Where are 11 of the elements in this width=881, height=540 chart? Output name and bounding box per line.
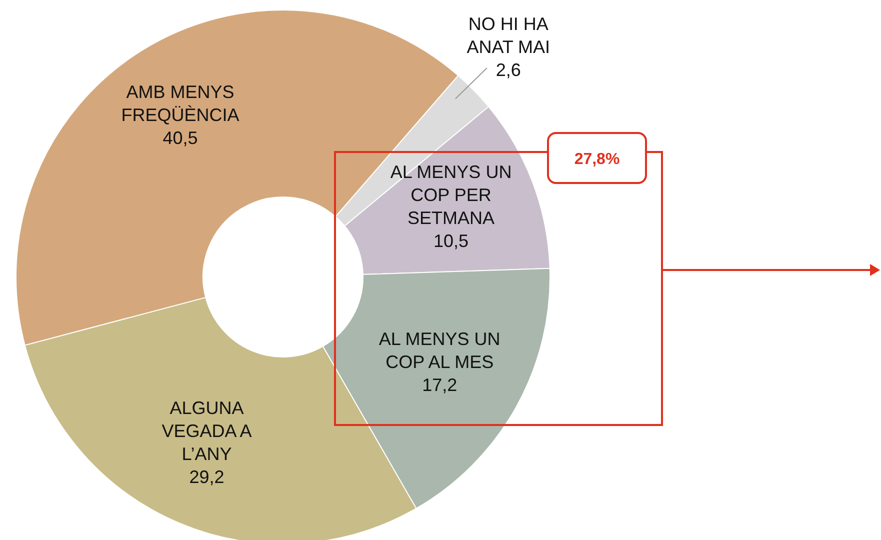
data-label: 10,5	[433, 230, 469, 251]
data-label: 29,2	[189, 467, 224, 488]
slice-label: NO HI HA ANAT MAI	[466, 14, 550, 58]
slice-label: ALGUNA VEGADA A L’ANY	[162, 398, 252, 464]
data-label: 17,2	[422, 375, 458, 396]
slice-label: AL MENYS UN COP AL MES	[378, 329, 500, 372]
slice-label: AMB MENYS FREQÜÈNCIA	[121, 82, 240, 125]
text: 27,8%	[574, 151, 620, 168]
data-label: 40,5	[162, 128, 198, 148]
data-label: 2,6	[496, 60, 521, 80]
slice-label: AL MENYS UN COP PER SETMANA	[390, 162, 512, 228]
